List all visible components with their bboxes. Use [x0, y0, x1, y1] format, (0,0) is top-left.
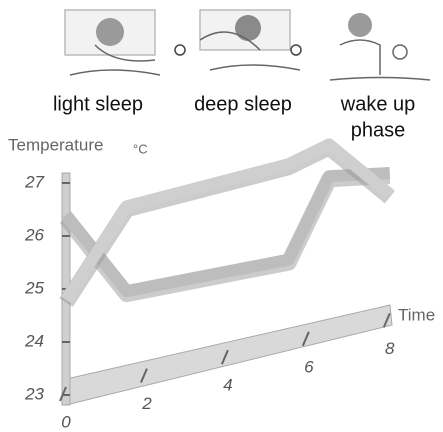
- x-tick: [140, 368, 148, 383]
- y-axis-unit: °C: [133, 141, 148, 156]
- y-tick-label: 23: [24, 384, 44, 403]
- x-tick: [59, 386, 67, 402]
- y-tick-label: 24: [24, 331, 44, 350]
- x-tick: [301, 331, 310, 347]
- illustrations: [64, 9, 431, 81]
- y-tick-label: 25: [24, 278, 44, 297]
- x-tick-label: 4: [223, 376, 232, 395]
- stage-label: deep sleep: [194, 93, 292, 115]
- y-axis-label: Temperature: [8, 135, 103, 154]
- x-axis-label: Time: [398, 305, 435, 324]
- ribbon: [61, 167, 391, 298]
- stage-label: light sleep: [53, 93, 143, 115]
- x-tick-label: 6: [304, 357, 314, 376]
- x-tick-label: 8: [385, 339, 395, 358]
- y-tick-label: 26: [24, 225, 44, 244]
- x-tick-label: 2: [141, 394, 152, 413]
- stage-label: phase: [351, 119, 406, 141]
- y-tick-label: 27: [24, 172, 44, 191]
- ribbon: [60, 138, 394, 303]
- x-tick: [220, 349, 229, 365]
- x-tick: [382, 313, 391, 328]
- x-tick-label: 0: [61, 412, 71, 431]
- stage-label: wake up: [340, 93, 416, 115]
